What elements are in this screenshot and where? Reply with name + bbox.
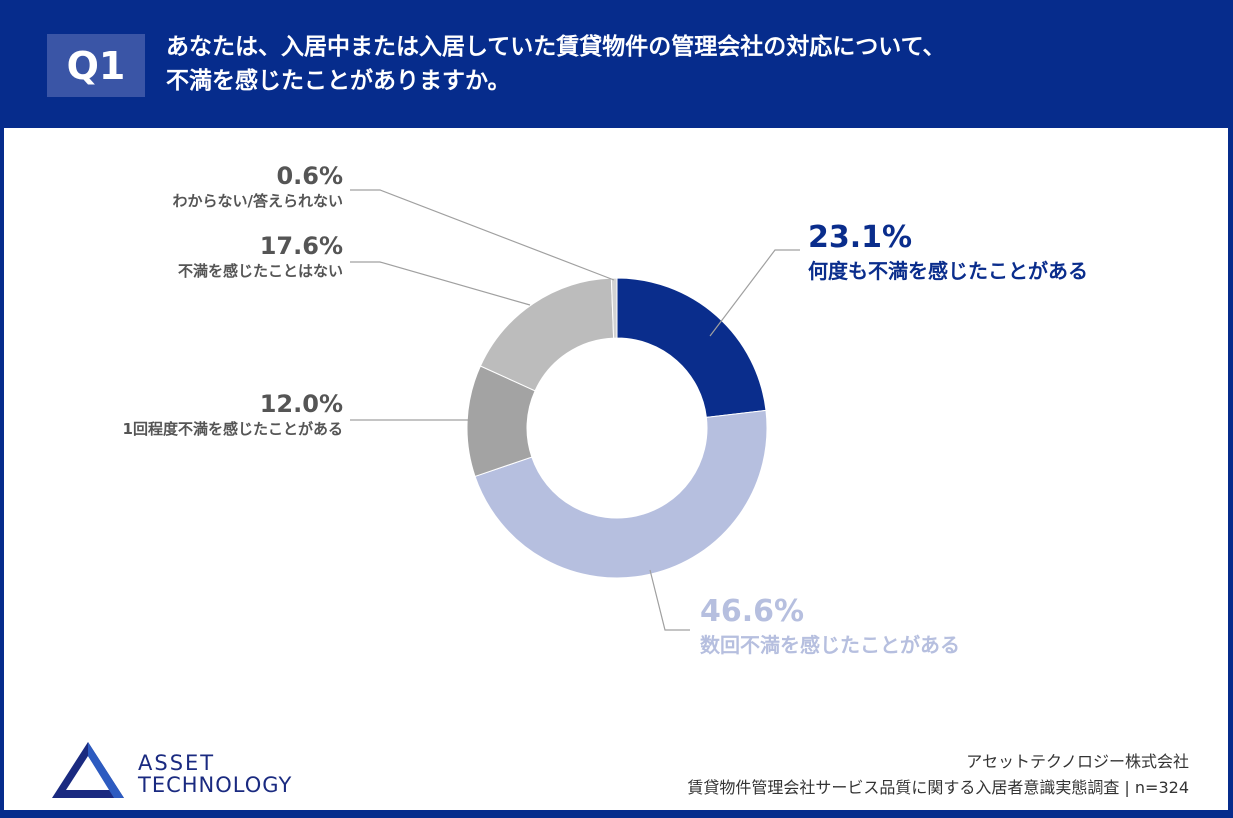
leader-line-3: [350, 261, 531, 306]
asset-technology-logo: ASSET TECHNOLOGY: [48, 740, 338, 804]
donut-slice-1: [474, 409, 768, 579]
question-badge: Q1: [47, 34, 145, 97]
slice-pct: 23.1%: [808, 220, 913, 255]
slice-label-2: 12.0% 1回程度不満を感じたことがある: [123, 390, 343, 439]
title-line-2: 不満を感じたことがありますか。: [166, 68, 511, 94]
slice-label-3: 17.6% 不満を感じたことはない: [178, 232, 343, 281]
logo-text-1: ASSET: [138, 751, 215, 775]
slice-label-1: 46.6% 数回不満を感じたことがある: [700, 594, 960, 658]
footer-survey: 賃貸物件管理会社サービス品質に関する入居者意識実態調査 | n=324: [687, 778, 1189, 797]
logo-text-2: TECHNOLOGY: [137, 773, 292, 797]
slice-pct: 46.6%: [700, 594, 805, 629]
slice-pct: 17.6%: [259, 232, 343, 260]
footer-company: アセットテクノロジー株式会社: [966, 752, 1189, 771]
slice-category: わからない/答えられない: [172, 192, 343, 210]
slice-label-4: 0.6% わからない/答えられない: [173, 162, 343, 211]
chart-panel: [4, 128, 1228, 810]
slice-category: 数回不満を感じたことがある: [700, 633, 960, 657]
leader-line-1: [649, 569, 690, 631]
leader-line-0: [709, 249, 800, 337]
donut-slice-4: [610, 277, 618, 339]
slice-category: 1回程度不満を感じたことがある: [122, 420, 343, 438]
slice-pct: 12.0%: [259, 390, 343, 418]
question-title: あなたは、入居中または入居していた賃貸物件の管理会社の対応について、 不満を感じ…: [166, 30, 945, 98]
slice-label-0: 23.1% 何度も不満を感じたことがある: [808, 220, 1088, 284]
slice-category: 何度も不満を感じたことがある: [808, 259, 1088, 283]
title-line-1: あなたは、入居中または入居していた賃貸物件の管理会社の対応について、: [166, 34, 946, 60]
donut-slice-0: [616, 277, 767, 418]
donut-slice-3: [479, 277, 615, 392]
slice-pct: 0.6%: [276, 162, 343, 190]
slice-category: 不満を感じたことはない: [177, 262, 343, 280]
leader-line-4: [350, 189, 615, 281]
